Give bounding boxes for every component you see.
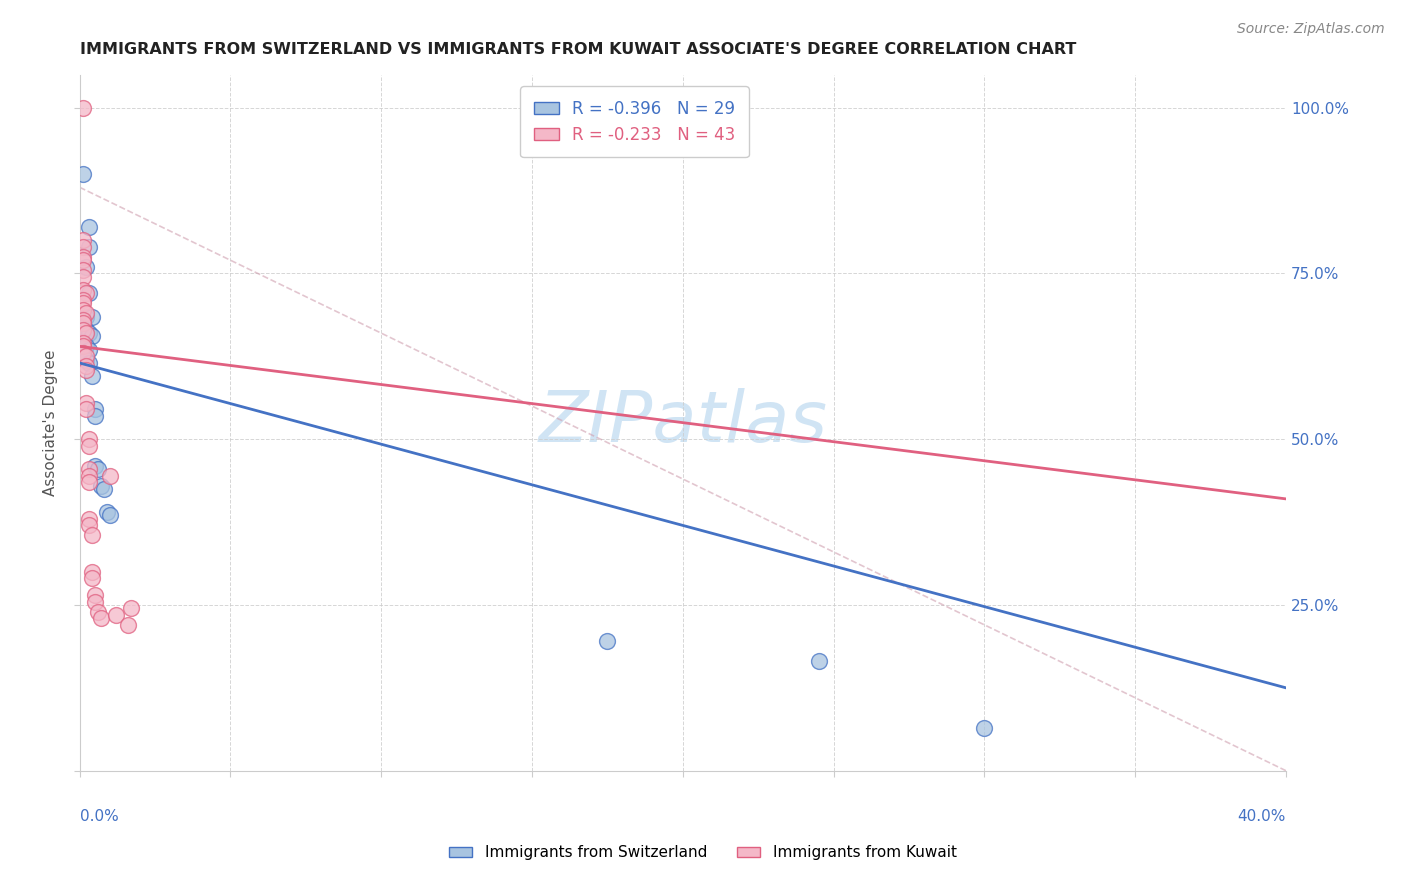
Point xyxy=(75,286,97,301)
Point xyxy=(72,167,94,181)
Point xyxy=(77,475,100,490)
Point xyxy=(83,594,105,608)
Text: Source: ZipAtlas.com: Source: ZipAtlas.com xyxy=(1237,22,1385,37)
Point xyxy=(77,286,100,301)
Point xyxy=(80,565,103,579)
Point xyxy=(75,326,97,340)
Point xyxy=(72,316,94,330)
Point xyxy=(75,349,97,363)
Point xyxy=(72,240,94,254)
Point xyxy=(72,336,94,351)
Point xyxy=(72,269,94,284)
Point xyxy=(77,220,100,235)
Point xyxy=(75,396,97,410)
Point xyxy=(117,618,139,632)
Point xyxy=(80,369,103,384)
Point xyxy=(75,339,97,353)
Point xyxy=(83,588,105,602)
Point xyxy=(87,462,110,476)
Text: ZIPatlas: ZIPatlas xyxy=(538,388,827,457)
Point xyxy=(75,306,97,320)
Point xyxy=(98,468,121,483)
Point xyxy=(72,349,94,363)
Y-axis label: Associate's Degree: Associate's Degree xyxy=(44,350,58,496)
Point xyxy=(77,432,100,446)
Point xyxy=(80,528,103,542)
Point xyxy=(77,439,100,453)
Point xyxy=(596,634,619,648)
Text: IMMIGRANTS FROM SWITZERLAND VS IMMIGRANTS FROM KUWAIT ASSOCIATE'S DEGREE CORRELA: IMMIGRANTS FROM SWITZERLAND VS IMMIGRANT… xyxy=(80,42,1076,57)
Point xyxy=(80,310,103,324)
Point xyxy=(72,283,94,297)
Point xyxy=(77,462,100,476)
Point xyxy=(75,352,97,367)
Point xyxy=(72,263,94,277)
Point xyxy=(77,326,100,340)
Point xyxy=(77,468,100,483)
Point xyxy=(80,571,103,585)
Point xyxy=(75,359,97,374)
Point xyxy=(77,356,100,370)
Point xyxy=(77,512,100,526)
Point xyxy=(72,250,94,264)
Point xyxy=(75,362,97,376)
Point xyxy=(77,240,100,254)
Point xyxy=(77,343,100,357)
Legend: R = -0.396   N = 29, R = -0.233   N = 43: R = -0.396 N = 29, R = -0.233 N = 43 xyxy=(520,87,748,157)
Point xyxy=(72,293,94,307)
Point xyxy=(75,402,97,417)
Point xyxy=(75,323,97,337)
Point xyxy=(72,319,94,334)
Point xyxy=(120,601,142,615)
Point xyxy=(72,336,94,351)
Point xyxy=(104,607,127,622)
Point xyxy=(72,313,94,327)
Legend: Immigrants from Switzerland, Immigrants from Kuwait: Immigrants from Switzerland, Immigrants … xyxy=(443,839,963,866)
Point xyxy=(72,233,94,247)
Point xyxy=(72,296,94,310)
Point xyxy=(75,260,97,274)
Point xyxy=(93,482,115,496)
Point xyxy=(75,310,97,324)
Point xyxy=(80,329,103,343)
Point xyxy=(72,346,94,360)
Point xyxy=(83,409,105,423)
Point xyxy=(83,402,105,417)
Point xyxy=(98,508,121,523)
Point xyxy=(807,654,830,668)
Text: 0.0%: 0.0% xyxy=(80,809,118,824)
Point xyxy=(973,721,995,735)
Point xyxy=(87,605,110,619)
Point xyxy=(77,518,100,533)
Point xyxy=(83,458,105,473)
Point xyxy=(72,339,94,353)
Point xyxy=(72,101,94,115)
Point xyxy=(72,253,94,268)
Point xyxy=(96,505,118,519)
Point xyxy=(72,323,94,337)
Text: 40.0%: 40.0% xyxy=(1237,809,1286,824)
Point xyxy=(90,611,112,625)
Point xyxy=(72,302,94,317)
Point xyxy=(90,478,112,492)
